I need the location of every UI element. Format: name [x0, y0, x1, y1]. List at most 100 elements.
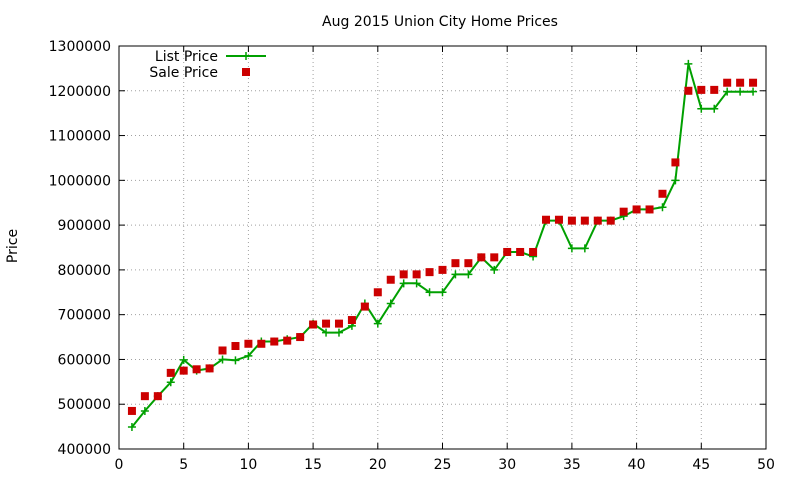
plot-area [127, 59, 758, 432]
sale-price-point [736, 78, 745, 87]
sale-price-point [606, 216, 615, 225]
sale-price-point [309, 320, 318, 329]
legend-label: List Price [155, 49, 218, 65]
list-price-point [697, 104, 706, 113]
sale-price-point [153, 392, 162, 401]
x-tick-label: 35 [563, 457, 581, 473]
x-tick-label: 20 [369, 457, 387, 473]
y-tick-label: 1000000 [49, 173, 111, 189]
sale-price-point [386, 275, 395, 284]
sale-price-point [451, 259, 460, 268]
sale-price-point [749, 78, 758, 87]
sale-price-point [218, 346, 227, 355]
sale-price-point [671, 158, 680, 167]
sale-price-point [334, 319, 343, 328]
sale-price-point [347, 316, 356, 325]
list-price-point [231, 356, 240, 365]
sale-price-point [322, 319, 331, 328]
x-tick-label: 10 [239, 457, 257, 473]
sale-price-point [516, 247, 525, 256]
sale-price-point [723, 78, 732, 87]
sale-price-point [632, 205, 641, 214]
list-price-point [166, 378, 175, 387]
sale-price-point [490, 253, 499, 262]
list-price-point [399, 279, 408, 288]
list-price-point [386, 299, 395, 308]
y-tick-label: 600000 [58, 352, 111, 368]
list-price-point [322, 328, 331, 337]
list-price-point [736, 87, 745, 96]
y-tick-label: 700000 [58, 308, 111, 324]
x-tick-label: 40 [628, 457, 646, 473]
legend-square-marker [242, 68, 250, 76]
list-price-point [723, 87, 732, 96]
list-price-point [334, 328, 343, 337]
sale-price-point [425, 268, 434, 277]
chart-title: Aug 2015 Union City Home Prices [322, 14, 558, 30]
sale-price-point [438, 265, 447, 274]
y-tick-label: 500000 [58, 397, 111, 413]
sale-price-point [373, 288, 382, 297]
sale-price-point [710, 85, 719, 94]
sale-price-point [477, 253, 486, 262]
sale-price-point [166, 368, 175, 377]
y-tick-label: 900000 [58, 218, 111, 234]
list-price-point [490, 265, 499, 274]
y-tick-label: 400000 [58, 442, 111, 458]
x-tick-label: 5 [179, 457, 188, 473]
sale-price-point [645, 205, 654, 214]
list-price-point [140, 406, 149, 415]
list-price-point [127, 423, 136, 432]
sale-price-point [554, 215, 563, 224]
sale-price-point [412, 270, 421, 279]
list-price-point [658, 203, 667, 212]
sale-price-point [593, 216, 602, 225]
sale-price-point [658, 189, 667, 198]
list-price-point [218, 355, 227, 364]
list-price-point [425, 288, 434, 297]
sale-price-point [283, 336, 292, 345]
list-price-point [412, 279, 421, 288]
x-tick-label: 45 [692, 457, 710, 473]
sale-price-point [542, 215, 551, 224]
sale-price-point [360, 302, 369, 311]
list-price-point [671, 176, 680, 185]
axes: 0 5 10 15 20 25 30 35 40 45 50 400000 500000 600000 70… [49, 39, 775, 473]
legend-label: Sale Price [149, 65, 218, 81]
y-tick-label: 1200000 [49, 84, 111, 100]
sale-price-point [580, 216, 589, 225]
x-tick-label: 0 [115, 457, 124, 473]
y-axis-label: Price [5, 229, 21, 263]
list-price-point [244, 351, 253, 360]
grid-lines [119, 46, 766, 449]
x-tick-label: 25 [434, 457, 452, 473]
sale-price-point [257, 339, 266, 348]
x-tick-label: 30 [498, 457, 516, 473]
sale-price-point [464, 259, 473, 268]
y-tick-label: 800000 [58, 263, 111, 279]
y-tick-label: 1100000 [49, 129, 111, 145]
sale-price-point [399, 270, 408, 279]
x-tick-label: 50 [757, 457, 775, 473]
list-price-point [749, 87, 758, 96]
list-price-point [567, 244, 576, 253]
list-price-point [710, 104, 719, 113]
sale-price-point [140, 392, 149, 401]
legend-plus-marker [242, 52, 250, 60]
sale-price-point [244, 339, 253, 348]
list-price-point [684, 59, 693, 68]
sale-price-point [231, 342, 240, 351]
sale-price-point [270, 337, 279, 346]
sale-price-point [697, 85, 706, 94]
sale-price-point [684, 86, 693, 95]
sale-price-point [127, 406, 136, 415]
list-price-point [373, 319, 382, 328]
sale-price-point [503, 247, 512, 256]
sale-price-point [529, 247, 538, 256]
list-price-point [580, 244, 589, 253]
sale-price-point [179, 366, 188, 375]
sale-price-point [205, 364, 214, 373]
list-price-point [438, 288, 447, 297]
